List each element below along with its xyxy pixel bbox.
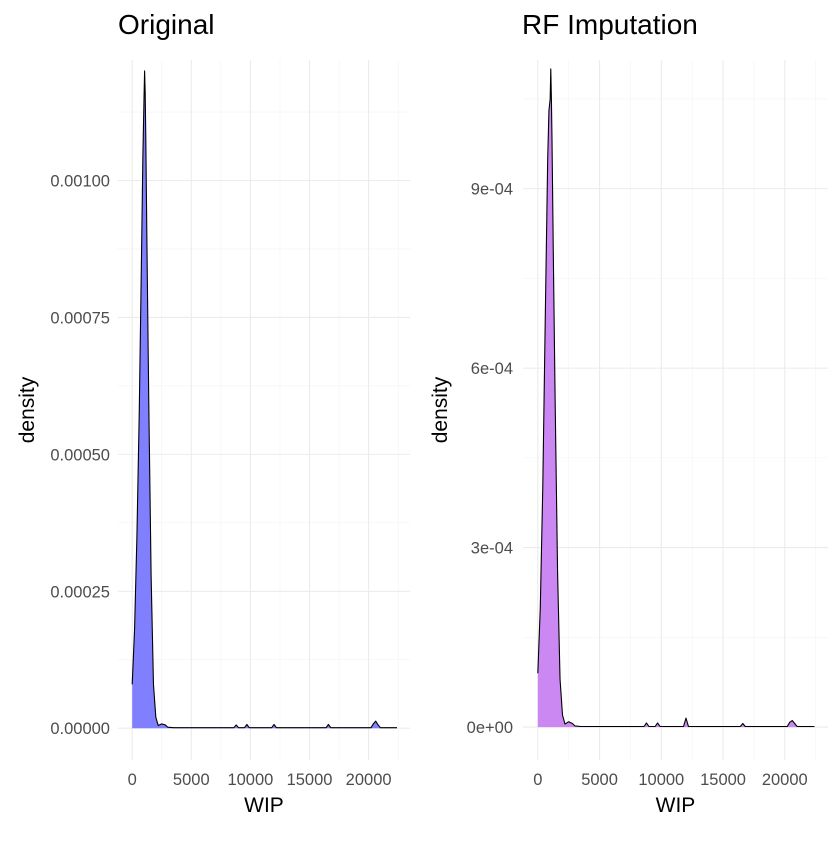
x-tick-label: 10000 (638, 771, 684, 789)
y-tick-label: 6e-04 (471, 360, 513, 378)
y-tick-label: 0e+00 (467, 719, 513, 737)
x-tick-label: 15000 (700, 771, 746, 789)
y-tick-label: 0.00050 (50, 446, 110, 464)
density-line (537, 68, 815, 728)
density-area (537, 68, 815, 728)
x-axis-title: WIP (244, 794, 284, 817)
density-line (131, 70, 397, 729)
y-axis-title: density (16, 376, 39, 443)
x-tick-label: 5000 (173, 771, 210, 789)
panel-1: 0.00000 0.00025 0.00050 0.00075 0.00100 0 5000… (16, 9, 410, 817)
chart-title: RF Imputation (522, 9, 698, 40)
y-tick-label: 0.00100 (50, 173, 110, 191)
panel-2: 0e+00 3e-04 6e-04 9e-04 0 5000 10000 15000 20000… (429, 9, 828, 817)
x-tick-label: 0 (533, 771, 542, 789)
x-tick-label: 5000 (581, 771, 618, 789)
x-tick-label: 20000 (762, 771, 808, 789)
density-area (132, 70, 397, 729)
y-tick-label: 3e-04 (471, 540, 513, 558)
y-tick-label: 0.00025 (50, 583, 110, 601)
x-tick-label: 15000 (287, 771, 333, 789)
y-tick-label: 9e-04 (471, 181, 513, 199)
y-tick-label: 0.00000 (50, 720, 110, 738)
x-axis-title: WIP (656, 794, 696, 817)
y-tick-label: 0.00075 (50, 309, 110, 327)
y-axis-title: density (429, 376, 452, 443)
chart-title: Original (118, 9, 214, 40)
x-tick-label: 0 (128, 771, 137, 789)
x-tick-label: 20000 (346, 771, 392, 789)
x-tick-label: 10000 (227, 771, 273, 789)
